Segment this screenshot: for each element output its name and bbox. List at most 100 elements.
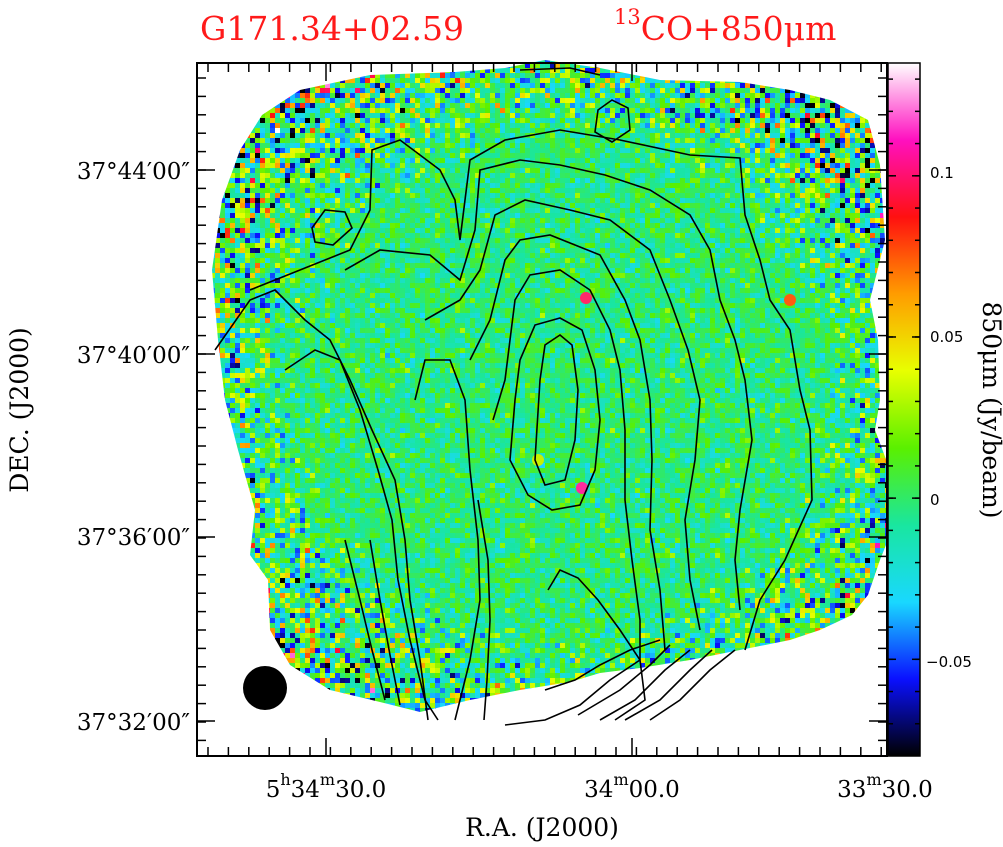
map-pixel bbox=[550, 208, 555, 213]
map-pixel bbox=[260, 173, 265, 178]
map-pixel bbox=[815, 203, 820, 208]
map-pixel bbox=[290, 183, 295, 188]
map-pixel bbox=[390, 83, 395, 88]
map-pixel bbox=[235, 198, 240, 203]
map-pixel bbox=[215, 233, 220, 238]
map-pixel bbox=[825, 138, 830, 143]
map-pixel bbox=[695, 128, 700, 133]
map-pixel bbox=[230, 103, 235, 108]
map-pixel bbox=[320, 178, 325, 183]
map-pixel bbox=[350, 223, 355, 228]
map-pixel bbox=[330, 108, 335, 113]
map-pixel bbox=[225, 78, 230, 83]
map-pixel bbox=[750, 113, 755, 118]
map-pixel bbox=[245, 213, 250, 218]
map-pixel bbox=[630, 98, 635, 103]
map-pixel bbox=[335, 188, 340, 193]
map-pixel bbox=[340, 153, 345, 158]
map-pixel bbox=[480, 188, 485, 193]
map-pixel bbox=[585, 193, 590, 198]
map-pixel bbox=[600, 203, 605, 208]
map-pixel bbox=[795, 138, 800, 143]
map-pixel bbox=[305, 93, 310, 98]
map-pixel bbox=[465, 218, 470, 223]
map-pixel bbox=[550, 88, 555, 93]
map-pixel bbox=[845, 193, 850, 198]
map-pixel bbox=[865, 138, 870, 143]
map-pixel bbox=[525, 138, 530, 143]
map-pixel bbox=[335, 113, 340, 118]
map-pixel bbox=[430, 173, 435, 178]
map-pixel bbox=[880, 108, 885, 113]
map-pixel bbox=[845, 128, 850, 133]
map-pixel bbox=[855, 68, 860, 73]
map-pixel bbox=[715, 203, 720, 208]
map-pixel bbox=[220, 178, 225, 183]
map-pixel bbox=[325, 98, 330, 103]
map-pixel bbox=[815, 218, 820, 223]
map-pixel bbox=[515, 68, 520, 73]
map-pixel bbox=[725, 203, 730, 208]
map-pixel bbox=[665, 203, 670, 208]
map-pixel bbox=[495, 178, 500, 183]
map-pixel bbox=[385, 103, 390, 108]
map-pixel bbox=[665, 88, 670, 93]
map-pixel bbox=[275, 78, 280, 83]
map-pixel bbox=[350, 133, 355, 138]
map-pixel bbox=[275, 188, 280, 193]
map-pixel bbox=[865, 178, 870, 183]
map-pixel bbox=[315, 233, 320, 238]
map-pixel bbox=[225, 93, 230, 98]
map-pixel bbox=[715, 193, 720, 198]
map-pixel bbox=[735, 78, 740, 83]
map-pixel bbox=[250, 188, 255, 193]
map-pixel bbox=[620, 123, 625, 128]
map-pixel bbox=[530, 78, 535, 83]
map-pixel bbox=[830, 138, 835, 143]
map-pixel bbox=[855, 213, 860, 218]
map-pixel bbox=[840, 173, 845, 178]
map-pixel bbox=[470, 218, 475, 223]
map-pixel bbox=[500, 183, 505, 188]
map-pixel bbox=[520, 208, 525, 213]
map-pixel bbox=[515, 113, 520, 118]
map-pixel bbox=[655, 158, 660, 163]
map-pixel bbox=[835, 78, 840, 83]
map-pixel bbox=[375, 198, 380, 203]
map-pixel bbox=[645, 183, 650, 188]
map-pixel bbox=[590, 218, 595, 223]
map-pixel bbox=[285, 183, 290, 188]
map-pixel bbox=[370, 138, 375, 143]
map-pixel bbox=[315, 163, 320, 168]
map-pixel bbox=[235, 103, 240, 108]
map-pixel bbox=[475, 163, 480, 168]
map-pixel bbox=[480, 203, 485, 208]
map-pixel bbox=[815, 228, 820, 233]
map-pixel bbox=[845, 183, 850, 188]
map-pixel bbox=[385, 73, 390, 78]
map-pixel bbox=[365, 173, 370, 178]
map-pixel bbox=[835, 138, 840, 143]
map-pixel bbox=[760, 153, 765, 158]
map-pixel bbox=[500, 128, 505, 133]
map-pixel bbox=[870, 128, 875, 133]
map-pixel bbox=[675, 163, 680, 168]
map-pixel bbox=[870, 68, 875, 73]
map-pixel bbox=[300, 138, 305, 143]
map-pixel bbox=[865, 123, 870, 128]
map-pixel bbox=[815, 148, 820, 153]
map-pixel bbox=[690, 143, 695, 148]
map-pixel bbox=[725, 173, 730, 178]
map-pixel bbox=[410, 88, 415, 93]
map-pixel bbox=[830, 228, 835, 233]
map-pixel bbox=[670, 233, 675, 238]
map-pixel bbox=[275, 193, 280, 198]
map-pixel bbox=[845, 168, 850, 173]
map-pixel bbox=[825, 103, 830, 108]
map-pixel bbox=[365, 188, 370, 193]
map-pixel bbox=[625, 68, 630, 73]
map-pixel bbox=[795, 183, 800, 188]
map-pixel bbox=[430, 98, 435, 103]
map-pixel bbox=[410, 78, 415, 83]
map-pixel bbox=[410, 153, 415, 158]
